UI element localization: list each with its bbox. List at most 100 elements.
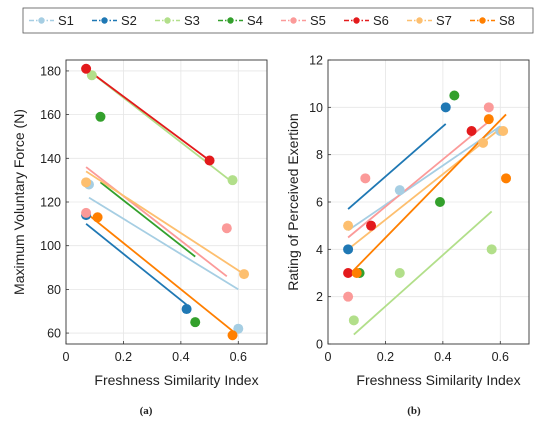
data-point-s7 xyxy=(81,177,92,188)
data-point-s6 xyxy=(466,126,477,136)
x-axis-label: Freshness Similarity Index xyxy=(94,372,258,388)
y-tick-label: 6 xyxy=(316,196,323,210)
data-point-s4 xyxy=(449,90,460,101)
x-tick-label: 0.2 xyxy=(377,350,394,364)
panel-a: 0 0.2 0.4 0.6 60 80 100 120 140 160 180 Freshness S… xyxy=(11,59,268,417)
data-point-s3 xyxy=(394,268,405,278)
legend-entry-s6: S6 xyxy=(344,13,389,28)
legend-label: S3 xyxy=(184,13,200,28)
fit-line-s4 xyxy=(99,181,196,258)
x-tick-label: 0.2 xyxy=(115,350,132,364)
panel-label: (b) xyxy=(407,405,421,417)
fit-line-s2 xyxy=(347,123,447,210)
legend-label: S7 xyxy=(436,13,452,28)
data-point-s3 xyxy=(86,70,97,81)
legend: S1 S2 S3 S4 S5 S6 S7 S8 xyxy=(22,7,534,34)
legend-marker xyxy=(290,17,297,24)
y-tick-label: 0 xyxy=(316,338,323,352)
y-tick-label: 140 xyxy=(40,152,61,166)
data-point-s7 xyxy=(239,269,250,280)
legend-frame xyxy=(22,7,534,34)
x-axis-label: Freshness Similarity Index xyxy=(356,372,520,388)
data-point-s6 xyxy=(343,268,354,278)
fit-line-s7 xyxy=(85,170,245,275)
data-point-s3 xyxy=(348,315,359,326)
data-point-s7 xyxy=(343,220,354,231)
data-point-s1 xyxy=(233,323,244,334)
data-point-s8 xyxy=(351,268,362,278)
fit-line-s1 xyxy=(88,196,239,291)
data-point-s5 xyxy=(483,102,494,113)
data-point-s4 xyxy=(190,317,201,328)
fit-line-s5 xyxy=(347,120,490,239)
data-point-s4 xyxy=(434,197,445,207)
legend-label: S8 xyxy=(499,13,515,28)
y-tick-label: 160 xyxy=(40,108,61,122)
legend-marker xyxy=(416,17,423,24)
data-point-s1 xyxy=(394,185,405,196)
x-tick-label: 0.4 xyxy=(172,350,189,364)
y-tick-label: 10 xyxy=(309,101,323,115)
data-point-s2 xyxy=(343,244,354,255)
y-axis-label: Maximum Voluntary Force (N) xyxy=(11,109,27,295)
y-tick-label: 80 xyxy=(47,283,61,297)
x-tick-label: 0.4 xyxy=(434,350,451,364)
fit-line-s8 xyxy=(85,212,234,332)
data-point-s8 xyxy=(501,173,512,184)
data-point-s8 xyxy=(227,330,238,341)
fit-line-s5 xyxy=(85,166,228,277)
legend-entry-s8: S8 xyxy=(470,13,515,28)
data-point-s8 xyxy=(483,114,494,125)
data-point-s4 xyxy=(95,111,106,122)
legend-label: S2 xyxy=(121,13,137,28)
legend-label: S4 xyxy=(247,13,263,28)
y-tick-label: 12 xyxy=(309,54,323,68)
legend-entry-s5: S5 xyxy=(281,13,326,28)
data-point-s6 xyxy=(204,155,215,166)
data-point-s6 xyxy=(366,220,377,231)
fit-line-s3 xyxy=(353,210,493,336)
y-tick-label: 8 xyxy=(316,148,323,162)
legend-entry-s7: S7 xyxy=(407,13,452,28)
data-point-s5 xyxy=(360,173,371,184)
x-tick-label: 0.6 xyxy=(492,350,509,364)
data-point-s2 xyxy=(181,304,192,315)
y-tick-label: 4 xyxy=(316,243,323,257)
y-tick-label: 180 xyxy=(40,64,61,78)
data-point-s5 xyxy=(221,223,232,234)
legend-entry-s4: S4 xyxy=(218,13,263,28)
legend-entry-s2: S2 xyxy=(92,13,137,28)
data-point-s5 xyxy=(343,291,354,302)
data-point-s5 xyxy=(81,207,92,218)
legend-marker xyxy=(101,17,108,24)
panel-b: 0 0.2 0.4 0.6 0 2 4 6 8 10 12 Freshness Similarity … xyxy=(285,54,530,417)
x-tick-label: 0.6 xyxy=(230,350,247,364)
legend-marker xyxy=(227,17,234,24)
grid xyxy=(327,59,529,345)
legend-entry-s1: S1 xyxy=(29,13,74,28)
x-tick-label: 0 xyxy=(325,350,332,364)
y-tick-label: 2 xyxy=(316,290,323,304)
panel-label: (a) xyxy=(140,405,153,417)
y-tick-label: 60 xyxy=(47,327,61,341)
legend-entry-s3: S3 xyxy=(155,13,200,28)
legend-label: S1 xyxy=(58,13,74,28)
legend-label: S6 xyxy=(373,13,389,28)
legend-marker xyxy=(353,17,360,24)
fit-line-s2 xyxy=(85,223,188,306)
data-point-s3 xyxy=(486,244,497,255)
legend-marker xyxy=(479,17,486,24)
fit-line-s1 xyxy=(347,125,501,232)
y-tick-label: 100 xyxy=(40,239,61,253)
legend-marker xyxy=(164,17,171,24)
data-point-s7 xyxy=(498,126,509,136)
fit-line-s6 xyxy=(85,68,211,162)
legend-label: S5 xyxy=(310,13,326,28)
y-tick-label: 120 xyxy=(40,196,61,210)
y-axis-label: Rating of Perceived Exertion xyxy=(285,113,301,290)
data-point-s7 xyxy=(478,137,489,148)
data-point-s6 xyxy=(81,63,92,74)
data-point-s2 xyxy=(440,102,451,113)
data-point-s8 xyxy=(92,212,103,223)
